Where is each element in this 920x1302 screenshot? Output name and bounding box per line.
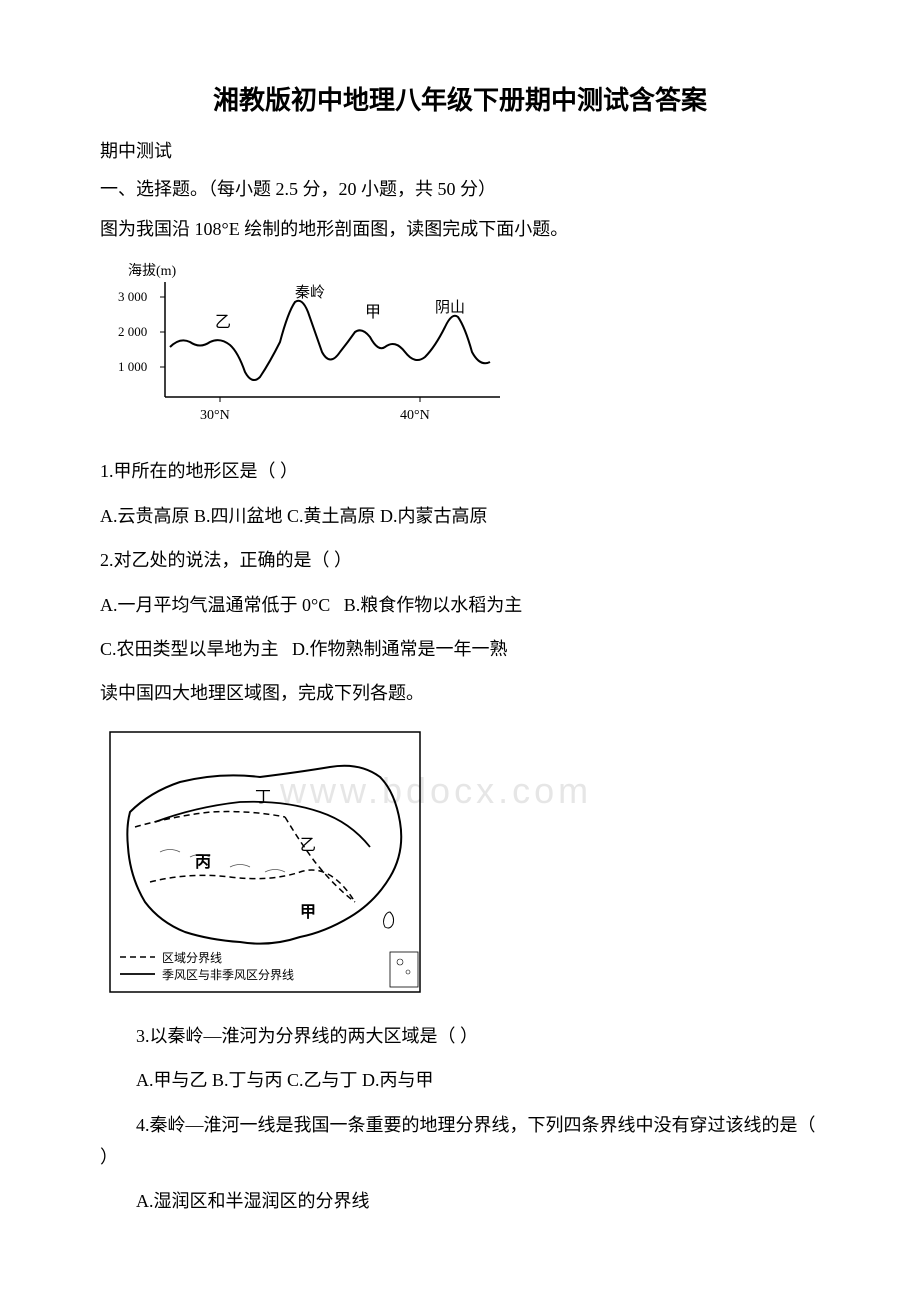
q4-optA: A.湿润区和半湿润区的分界线 (100, 1185, 820, 1217)
map-label-jia: 甲 (300, 903, 316, 921)
q3-options: A.甲与乙 B.丁与丙 C.乙与丁 D.丙与甲 (100, 1064, 820, 1096)
ytick-3000: 3 000 (118, 289, 147, 304)
map-legend2: 季风区与非季风区分界线 (162, 968, 294, 982)
chart-ylabel: 海拔(m) (128, 263, 177, 279)
chart1-intro: 图为我国沿 108°E 绘制的地形剖面图，读图完成下面小题。 (100, 213, 820, 245)
q2-text: 2.对乙处的说法，正确的是（ ） (100, 544, 820, 576)
map-label-bing: 丙 (195, 853, 211, 871)
xtick-30n: 30°N (200, 408, 230, 423)
q4-text: 4.秦岭—淮河一线是我国一条重要的地理分界线，下列四条界线中没有穿过该线的是（ … (100, 1109, 820, 1174)
section-heading: 期中测试 (100, 137, 820, 163)
chart-label-jia: 甲 (365, 304, 381, 321)
elevation-chart: 海拔(m) 3 000 2 000 1 000 30°N 40°N 乙 秦岭 甲… (100, 257, 820, 437)
q1-text: 1.甲所在的地形区是（ ） (100, 455, 820, 487)
map-legend1: 区域分界线 (162, 951, 222, 965)
document-content: 湘教版初中地理八年级下册期中测试含答案 期中测试 一、选择题。（每小题 2.5 … (100, 80, 820, 1218)
chart-label-yi: 乙 (215, 314, 231, 331)
map-intro: 读中国四大地理区域图，完成下列各题。 (100, 677, 820, 709)
ytick-1000: 1 000 (118, 359, 147, 374)
q3-text: 3.以秦岭—淮河为分界线的两大区域是（ ） (100, 1020, 820, 1052)
q2-options-row1: A.一月平均气温通常低于 0°C B.粮食作物以水稻为主 (100, 589, 820, 621)
map-label-yi: 乙 (300, 837, 316, 854)
q2-optB: B.粮食作物以水稻为主 (344, 595, 523, 615)
q2-optC: C.农田类型以旱地为主 (100, 639, 279, 659)
instruction-text: 一、选择题。（每小题 2.5 分，20 小题，共 50 分） (100, 175, 820, 201)
ytick-2000: 2 000 (118, 324, 147, 339)
q2-optD: D.作物熟制通常是一年一熟 (292, 639, 508, 659)
q2-optA: A.一月平均气温通常低于 0°C (100, 595, 330, 615)
map-label-ding: 丁 (255, 789, 271, 806)
xtick-40n: 40°N (400, 408, 430, 423)
document-title: 湘教版初中地理八年级下册期中测试含答案 (100, 80, 820, 117)
q1-options: A.云贵高原 B.四川盆地 C.黄土高原 D.内蒙古高原 (100, 500, 820, 532)
china-regions-map: 丁 乙 丙 甲 区域分界线 季风区与非季风区分界线 (100, 722, 820, 1002)
q2-options-row2: C.农田类型以旱地为主 D.作物熟制通常是一年一熟 (100, 633, 820, 665)
chart-label-qinling: 秦岭 (295, 284, 325, 301)
chart-label-yinshan: 阴山 (435, 299, 465, 316)
